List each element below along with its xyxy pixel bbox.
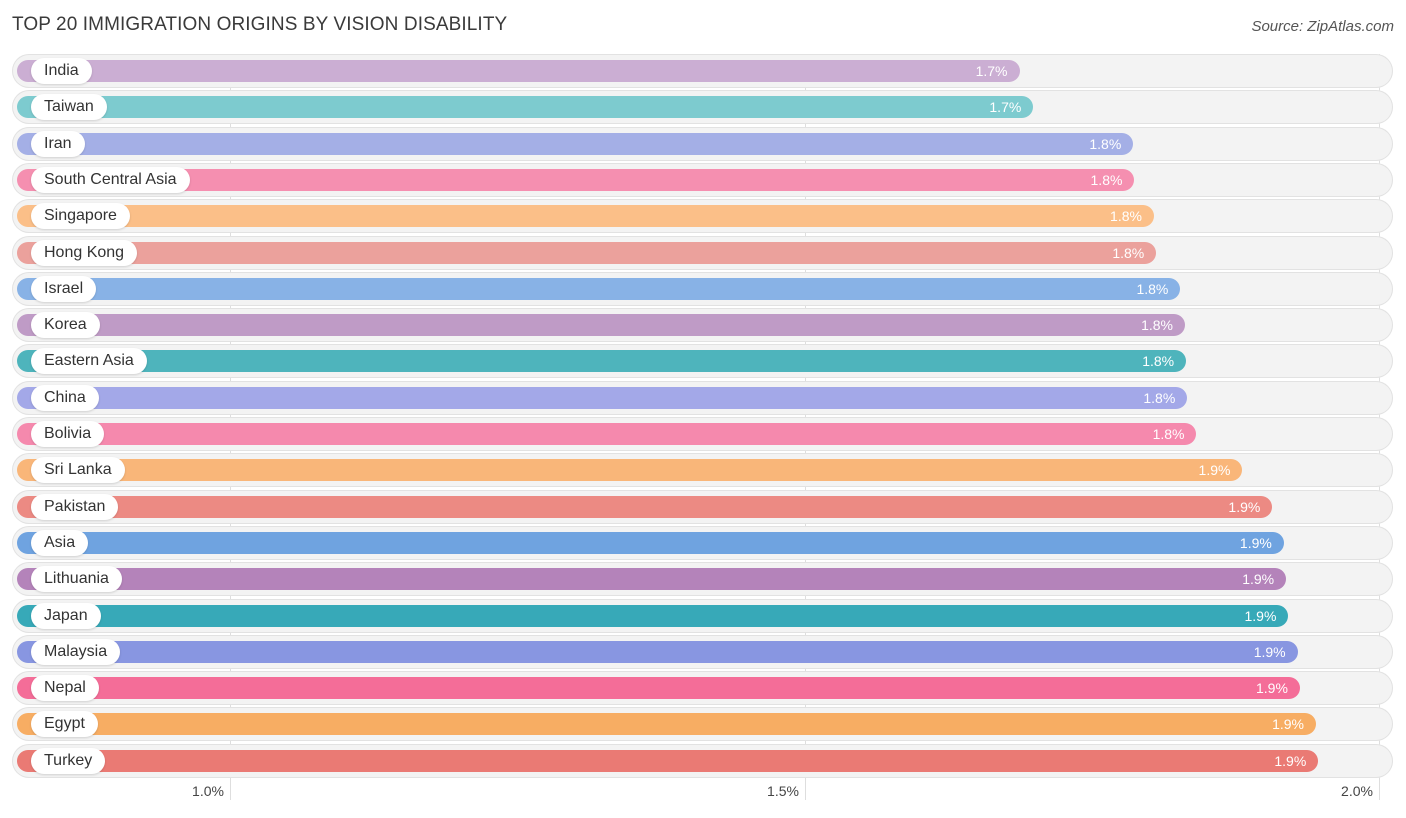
x-tick-label: 2.0% [1341, 783, 1373, 799]
value-label: 1.8% [1110, 208, 1142, 224]
value-label: 1.8% [1112, 245, 1145, 261]
bar [17, 568, 1287, 590]
bar-row: Eastern Asia 1.8% [12, 344, 1393, 378]
bar [17, 60, 1020, 82]
category-label: Egypt [31, 711, 98, 737]
category-label: Pakistan [31, 494, 119, 520]
bar-row: Asia 1.9% [12, 526, 1393, 560]
category-label: Japan [31, 603, 101, 629]
bar-row: China 1.8% [12, 381, 1393, 415]
category-label: Eastern Asia [31, 348, 147, 374]
bar-row: Israel 1.8% [12, 272, 1393, 306]
bar [17, 133, 1134, 155]
category-label: Korea [31, 312, 100, 338]
value-label: 1.9% [1242, 571, 1275, 587]
chart-title: TOP 20 IMMIGRATION ORIGINS BY VISION DIS… [12, 14, 508, 35]
bar [17, 278, 1181, 300]
bar-row: Hong Kong 1.8% [12, 236, 1393, 270]
bar [17, 169, 1135, 191]
category-label: Turkey [31, 748, 106, 774]
category-label: Iran [31, 131, 85, 157]
bar [17, 242, 1157, 264]
value-label: 1.8% [1090, 172, 1123, 188]
value-label: 1.8% [1141, 317, 1173, 333]
bar-row: Egypt 1.9% [12, 707, 1393, 741]
category-label: Singapore [31, 203, 130, 229]
bar-row: Turkey 1.9% [12, 744, 1393, 778]
category-label: Israel [31, 276, 97, 302]
bar-row: Iran 1.8% [12, 127, 1393, 161]
bar [17, 641, 1298, 663]
category-label: Hong Kong [31, 240, 138, 266]
category-label: Bolivia [31, 421, 105, 447]
value-label: 1.9% [1244, 608, 1277, 624]
category-label: South Central Asia [31, 167, 190, 193]
bar-row: South Central Asia 1.8% [12, 163, 1393, 197]
bar [17, 677, 1300, 699]
bar [17, 387, 1188, 409]
value-label: 1.9% [1239, 535, 1272, 551]
bar [17, 96, 1034, 118]
bar-row: Japan 1.9% [12, 599, 1393, 633]
bar-row: Malaysia 1.9% [12, 635, 1393, 669]
x-tick-label: 1.5% [767, 783, 799, 799]
bar-row: India 1.7% [12, 54, 1393, 88]
bar-row: Lithuania 1.9% [12, 562, 1393, 596]
x-tick-label: 1.0% [192, 783, 224, 799]
value-label: 1.8% [1143, 390, 1176, 406]
bar [17, 532, 1284, 554]
value-label: 1.9% [1228, 499, 1261, 515]
value-label: 1.8% [1142, 353, 1175, 369]
value-label: 1.9% [1274, 753, 1307, 769]
bar-row: Nepal 1.9% [12, 671, 1393, 705]
bar [17, 459, 1243, 481]
bar [17, 713, 1316, 735]
source-label: Source: ZipAtlas.com [1251, 18, 1394, 35]
category-label: Taiwan [31, 94, 107, 120]
category-label: Asia [31, 530, 89, 556]
value-label: 1.8% [1152, 426, 1185, 442]
value-label: 1.9% [1198, 462, 1231, 478]
bar [17, 423, 1197, 445]
bar [17, 314, 1185, 336]
bar-row: Bolivia 1.8% [12, 417, 1393, 451]
category-label: China [31, 385, 99, 411]
category-label: Nepal [31, 675, 99, 701]
category-label: Sri Lanka [31, 457, 125, 483]
bar [17, 350, 1187, 372]
value-label: 1.9% [1272, 716, 1304, 732]
bar-row: Korea 1.8% [12, 308, 1393, 342]
value-label: 1.8% [1089, 136, 1122, 152]
bar-row: Sri Lanka 1.9% [12, 453, 1393, 487]
bar [17, 750, 1319, 772]
bar-row: Taiwan 1.7% [12, 90, 1393, 124]
value-label: 1.9% [1255, 680, 1288, 696]
value-label: 1.7% [975, 63, 1008, 79]
category-label: India [31, 58, 92, 84]
value-label: 1.7% [989, 99, 1022, 115]
bar [17, 496, 1273, 518]
category-label: Lithuania [31, 566, 122, 592]
bar [17, 605, 1289, 627]
category-label: Malaysia [31, 639, 121, 665]
value-label: 1.8% [1136, 281, 1169, 297]
value-label: 1.9% [1253, 644, 1286, 660]
bar [17, 205, 1154, 227]
bar-row: Singapore 1.8% [12, 199, 1393, 233]
bar-row: Pakistan 1.9% [12, 490, 1393, 524]
